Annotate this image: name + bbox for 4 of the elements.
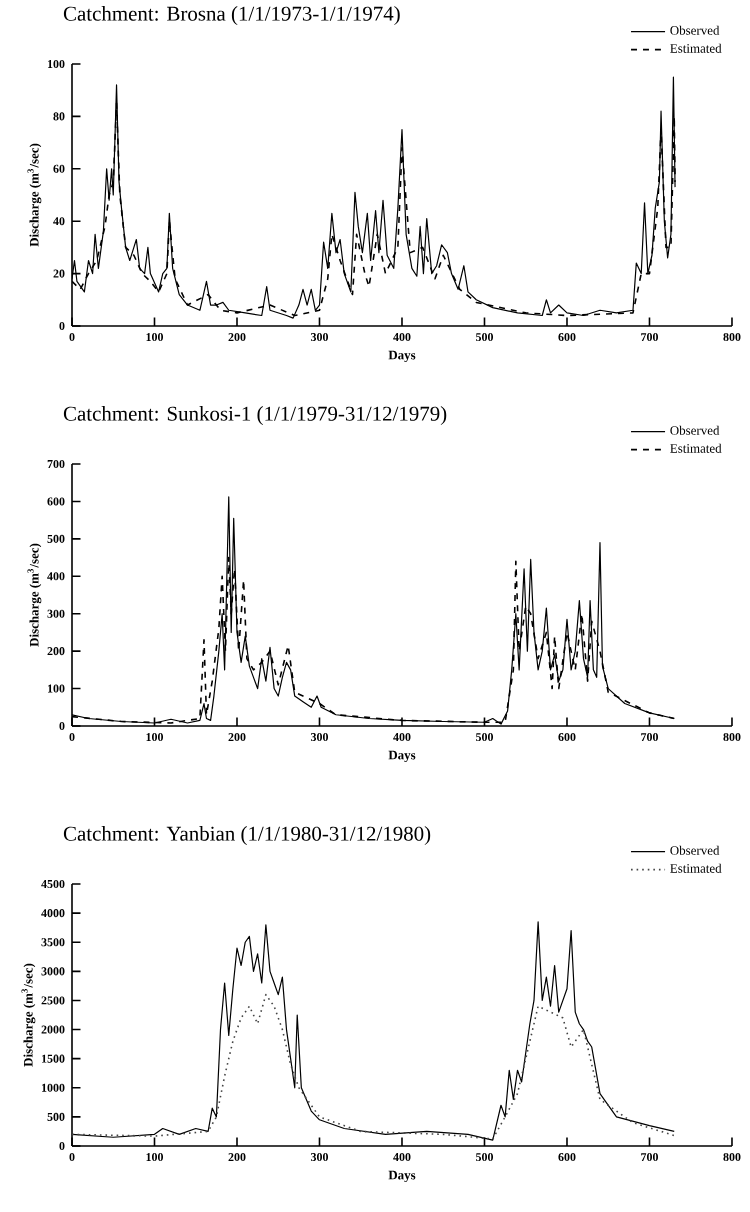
chart-title: Catchment: Yanbian (1/1/1980-31/12/1980) — [63, 826, 431, 845]
line-series — [72, 993, 676, 1140]
chart-title: Catchment: Brosna (1/1/1973-1/1/1974) — [63, 6, 400, 25]
chart-title: Catchment: Sunkosi-1 (1/1/1979-31/12/1979) — [63, 406, 447, 425]
